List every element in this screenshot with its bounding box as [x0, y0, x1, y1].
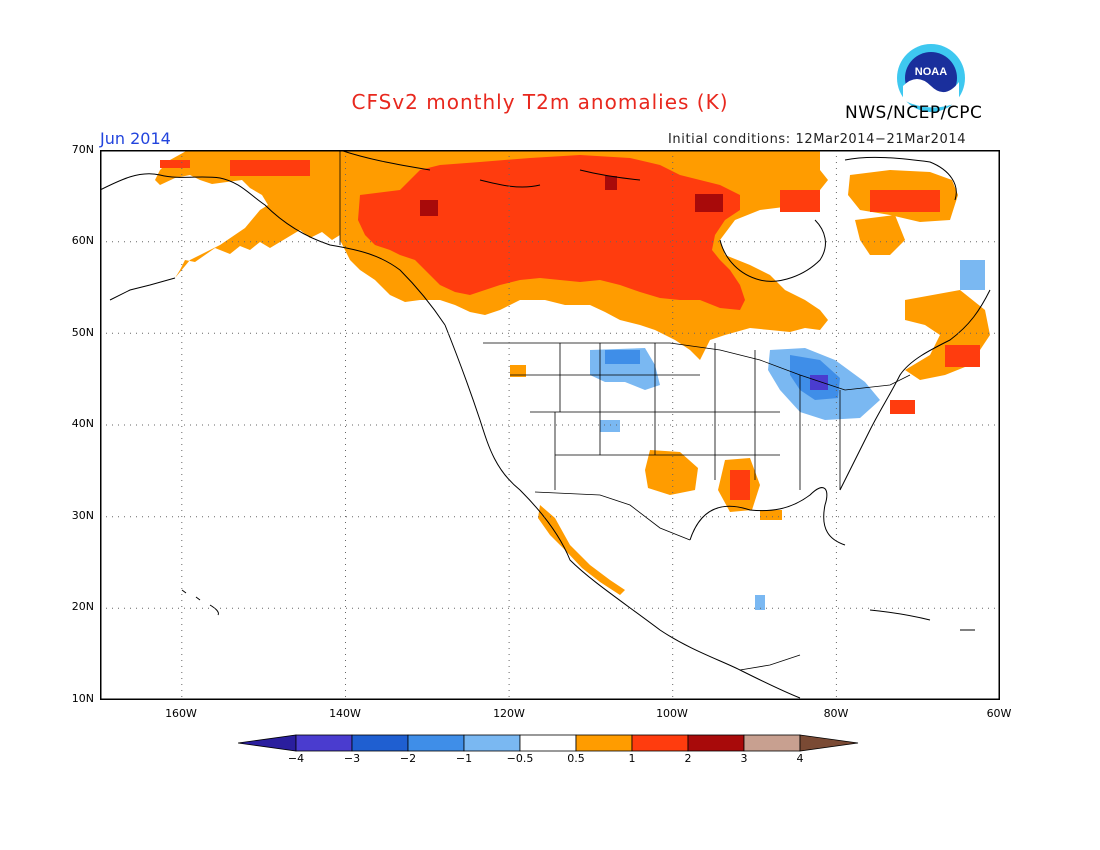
- colorbar-label: −3: [343, 752, 361, 765]
- initial-conditions: Initial conditions: 12Mar2014−21Mar2014: [668, 132, 967, 147]
- border-us-states: [510, 343, 841, 490]
- anomaly-region-alaska: [155, 150, 340, 278]
- coastline-aleutians: [109, 277, 176, 301]
- anomaly-patch: [755, 595, 765, 610]
- border-us-canada: [483, 342, 911, 391]
- colorbar-segment: [407, 734, 465, 752]
- coastline-pacific: [444, 324, 801, 699]
- colorbar-label: 3: [740, 752, 748, 765]
- anomaly-patch: [780, 190, 820, 212]
- anomaly-patch: [160, 160, 190, 168]
- logo-text: NOAA: [915, 66, 947, 78]
- anomaly-patch-dark: [605, 176, 617, 190]
- lon-label: 60W: [986, 707, 1012, 720]
- coastline-caribbean: [869, 609, 975, 631]
- colorbar-segment: [519, 734, 577, 752]
- lon-label: 100W: [656, 707, 688, 720]
- lon-label: 120W: [493, 707, 525, 720]
- anomaly-patch: [510, 365, 526, 377]
- agency-label: NWS/NCEP/CPC: [845, 103, 983, 123]
- colorbar-label: 1: [628, 752, 636, 765]
- anomaly-map: [100, 150, 1000, 700]
- anomaly-patch-dark: [695, 194, 723, 212]
- anomaly-region-labrador: [855, 215, 905, 255]
- anomaly-region-canada-core: [358, 155, 745, 310]
- anomaly-patch: [600, 420, 620, 432]
- coastline-hudson: [719, 219, 826, 282]
- anomaly-region-baja: [538, 505, 625, 595]
- map-frame: [100, 150, 1000, 700]
- noaa-logo: NOAA: [895, 42, 967, 118]
- anomaly-region-southern-plains: [645, 450, 698, 495]
- lon-label: 160W: [165, 707, 197, 720]
- coastlines: [100, 150, 991, 699]
- anomaly-patch: [960, 260, 985, 290]
- colorbar-label: 0.5: [567, 752, 585, 765]
- anomaly-patch: [890, 400, 915, 414]
- colorbar: [238, 734, 859, 752]
- lat-label: 50N: [71, 326, 94, 339]
- border-us-mexico: [534, 491, 691, 541]
- anomaly-patch: [760, 510, 782, 520]
- colorbar-segment: [295, 734, 353, 752]
- colorbar-label: −1: [455, 752, 473, 765]
- colorbar-label: 2: [684, 752, 692, 765]
- colorbar-segment: [687, 734, 745, 752]
- map-title: CFSv2 monthly T2m anomalies (K): [351, 90, 729, 114]
- anomaly-patch-dark: [420, 200, 438, 216]
- anomaly-patch: [945, 345, 980, 367]
- coastline-greenland: [844, 156, 957, 201]
- lat-label: 40N: [71, 417, 94, 430]
- gridlines: [100, 150, 1000, 700]
- anomaly-patch: [730, 470, 750, 500]
- lon-label: 140W: [329, 707, 361, 720]
- lat-label: 60N: [71, 234, 94, 247]
- colorbar-segment: [631, 734, 689, 752]
- anomaly-patch: [810, 375, 828, 390]
- colorbar-arrow-high: [799, 734, 859, 752]
- coastline-east: [839, 289, 991, 491]
- colorbar-segment: [351, 734, 409, 752]
- colorbar-label: 4: [796, 752, 804, 765]
- colorbar-segment: [743, 734, 801, 752]
- anomaly-patch: [870, 190, 940, 212]
- lat-label: 70N: [71, 143, 94, 156]
- colorbar-label: −0.5: [506, 752, 534, 765]
- political-boundaries: [339, 150, 911, 671]
- colorbar-arrow-low: [238, 734, 297, 752]
- anomaly-patch: [605, 350, 640, 364]
- colorbar-label: −4: [287, 752, 305, 765]
- lon-label: 80W: [823, 707, 849, 720]
- colorbar-segment: [575, 734, 633, 752]
- coastline-alaska: [100, 173, 446, 326]
- coastline-arctic: [339, 150, 641, 188]
- colorbar-label: −2: [399, 752, 417, 765]
- anomaly-patch: [230, 160, 310, 176]
- coastline-hawaii: [181, 589, 219, 616]
- lat-label: 30N: [71, 509, 94, 522]
- colorbar-segment: [463, 734, 521, 752]
- anomaly-fields: [155, 150, 990, 610]
- lat-label: 10N: [71, 692, 94, 705]
- coastline-gulf: [689, 487, 846, 546]
- border-mexico-central: [739, 654, 801, 671]
- forecast-month: Jun 2014: [100, 129, 171, 148]
- lat-label: 20N: [71, 600, 94, 613]
